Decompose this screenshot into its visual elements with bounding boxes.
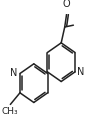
Text: O: O: [63, 0, 71, 9]
Text: N: N: [10, 68, 18, 78]
Text: N: N: [77, 67, 85, 77]
Text: CH₃: CH₃: [1, 107, 18, 116]
